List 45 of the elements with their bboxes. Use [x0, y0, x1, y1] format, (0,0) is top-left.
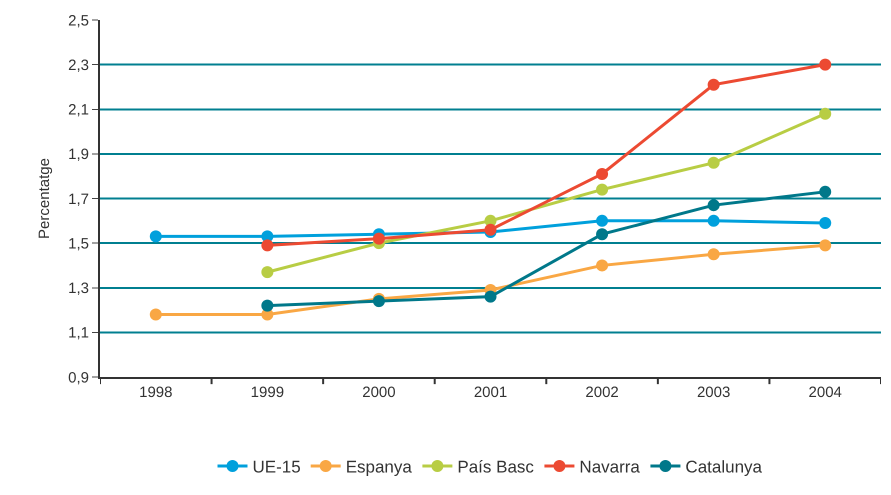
point	[708, 199, 720, 212]
y-tick-label: 2,3	[68, 56, 89, 74]
point	[708, 156, 720, 169]
y-tick-label: 1,7	[68, 190, 89, 208]
y-tick-label: 1,5	[68, 235, 89, 252]
point	[819, 186, 832, 198]
point	[372, 295, 385, 308]
point	[819, 239, 832, 252]
x-tick-label: 1998	[139, 384, 172, 401]
x-tick-label: 2004	[808, 384, 842, 401]
point	[819, 108, 832, 120]
point	[708, 78, 720, 91]
point	[261, 300, 274, 312]
point	[819, 58, 832, 71]
y-tick-label: 1,9	[68, 146, 89, 164]
y-axis-title: Percentatge	[36, 158, 53, 239]
y-tick-label: 1,1	[68, 324, 89, 342]
legend-label: Espanya	[346, 458, 412, 477]
x-tick-label: 2003	[696, 384, 730, 401]
y-tick-label: 0,9	[68, 369, 89, 386]
x-tick-label: 2001	[474, 384, 508, 401]
x-tick-label: 2002	[585, 384, 619, 401]
x-tick-label: 1999	[250, 384, 284, 401]
point	[596, 228, 608, 240]
legend-label: Catalunya	[685, 458, 763, 477]
point	[708, 248, 720, 260]
legend-label: País Basc	[457, 458, 534, 477]
point	[708, 214, 720, 227]
point	[596, 168, 608, 180]
y-tick-label: 1,3	[68, 280, 89, 297]
legend-label: UE-15	[252, 458, 301, 477]
point	[484, 290, 496, 303]
point	[261, 266, 274, 278]
point	[596, 259, 608, 272]
point	[150, 230, 162, 242]
point	[372, 232, 385, 245]
y-tick-label: 2,1	[68, 102, 89, 118]
y-tick-label: 2,5	[68, 12, 89, 30]
x-tick-label: 2000	[362, 384, 396, 401]
legend-label: Navarra	[579, 458, 640, 477]
point	[596, 184, 608, 196]
point	[150, 308, 162, 321]
point	[819, 217, 832, 230]
point	[261, 239, 274, 252]
point	[596, 214, 608, 227]
